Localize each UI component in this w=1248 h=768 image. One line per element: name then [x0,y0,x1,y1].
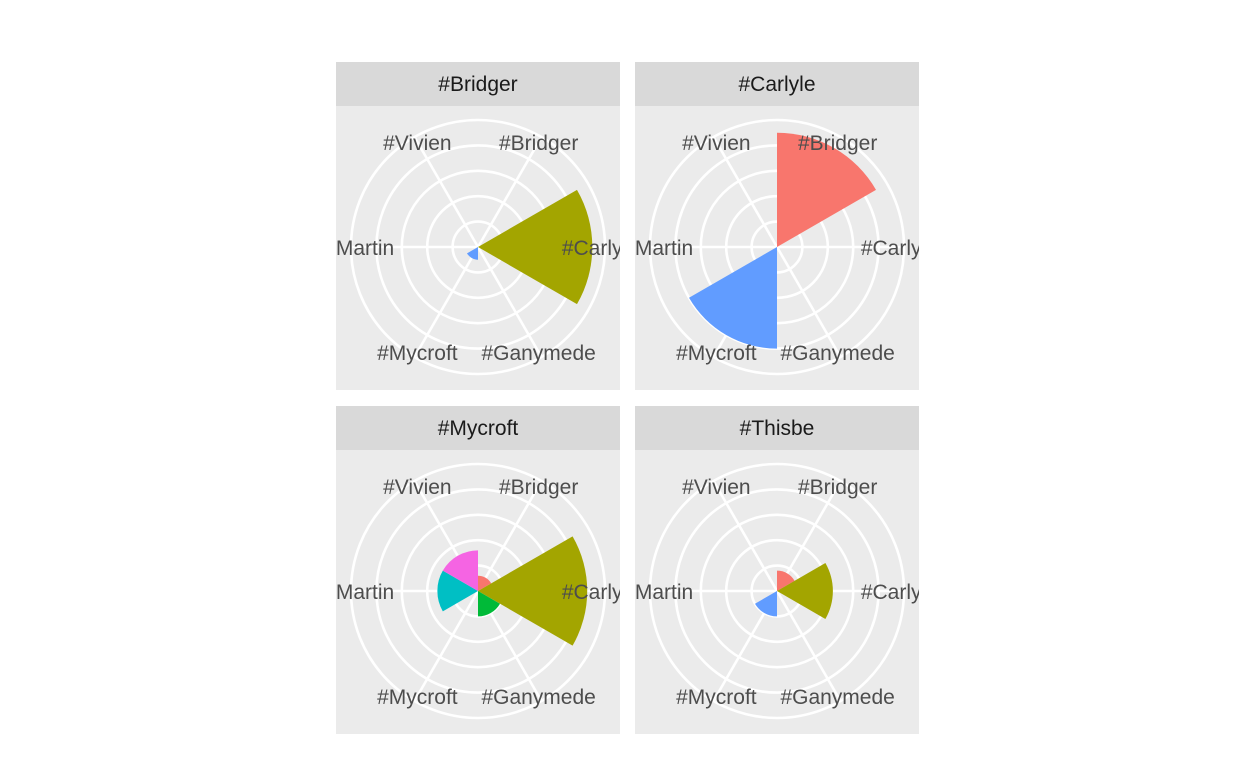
category-labels: #Bridger #Carlyle #Ganymede #Mycroft #Martin… [623,132,938,365]
panel-carlyle: #Carlyle #Bridger #Carlyle #Ganymede #Mycrof… [623,62,938,390]
bar-bridger [777,570,795,591]
bars [689,132,876,349]
facet-title: #Bridger [438,73,517,96]
bar-bridger [478,575,492,591]
grid-spoke [775,480,842,592]
axis-label-martin: #Martin [324,237,394,260]
axis-label-ganymede: #Ganymede [481,686,595,709]
category-labels: #Bridger #Carlyle #Ganymede #Mycroft #Martin… [324,132,639,365]
axis-label-bridger: #Bridger [499,132,578,155]
axis-label-carlyle: #Carlyle [562,237,639,260]
bar-carlyle [478,189,593,305]
category-labels: #Bridger #Carlyle #Ganymede #Mycroft #Martin… [623,476,938,709]
grid-spoke [476,480,543,592]
axis-label-bridger: #Bridger [499,476,578,499]
axis-label-carlyle: #Carlyle [861,581,938,604]
axis-label-martin: #Martin [324,581,394,604]
grid-spoke [712,136,779,248]
axis-label-bridger: #Bridger [798,132,877,155]
grid-spoke [476,136,543,248]
grid-spoke [413,136,480,248]
bar-bridger [777,132,876,247]
axis-label-carlyle: #Carlyle [861,237,938,260]
facet-strip [635,406,919,450]
bar-ganymede [478,591,500,617]
axis-label-ganymede: #Ganymede [780,342,894,365]
bars [467,189,593,305]
panel-bridger: #Bridger #Bridger #Carlyle #Ganymede #Mycrof… [324,62,639,390]
facet-title: #Thisbe [740,417,815,440]
axis-label-mycroft: #Mycroft [676,686,757,709]
axis-label-mycroft: #Mycroft [676,342,757,365]
axis-label-carlyle: #Carlyle [562,581,639,604]
axis-label-mycroft: #Mycroft [377,686,458,709]
grid-spoke [775,246,842,358]
axis-label-vivien: #Vivien [682,476,751,499]
axis-label-bridger: #Bridger [798,476,877,499]
facet-title: #Carlyle [738,73,815,96]
facet-title: #Mycroft [438,417,519,440]
axis-label-martin: #Martin [623,237,693,260]
bars [437,536,588,646]
bar-carlyle [478,536,588,646]
bar-mycroft [467,247,478,260]
facet-strip [635,62,919,106]
grid-spoke [712,480,779,592]
panel-mycroft: #Mycroft #Bridger #Carlyle #Ganymede #Mycrof… [324,406,639,734]
bar-martin [437,570,478,612]
axis-label-vivien: #Vivien [682,132,751,155]
axis-label-vivien: #Vivien [383,132,452,155]
axis-label-ganymede: #Ganymede [481,342,595,365]
category-labels: #Bridger #Carlyle #Ganymede #Mycroft #Martin… [324,476,639,709]
facet-strip [336,406,620,450]
grid-spoke [413,246,480,358]
axis-label-ganymede: #Ganymede [780,686,894,709]
bar-vivien [442,550,478,591]
facet-strip [336,62,620,106]
axis-label-vivien: #Vivien [383,476,452,499]
grid-spoke [775,590,842,702]
polar-grid [648,462,906,720]
grid-spoke [413,590,480,702]
axis-label-martin: #Martin [623,581,693,604]
grid-spoke [476,246,543,358]
bar-mycroft [755,591,777,617]
panel-thisbe: #Thisbe #Bridger #Carlyle #Ganymede #Mycroft… [623,406,938,734]
bar-carlyle [777,563,833,619]
bars [755,563,833,619]
axis-label-mycroft: #Mycroft [377,342,458,365]
bar-mycroft [689,247,777,349]
